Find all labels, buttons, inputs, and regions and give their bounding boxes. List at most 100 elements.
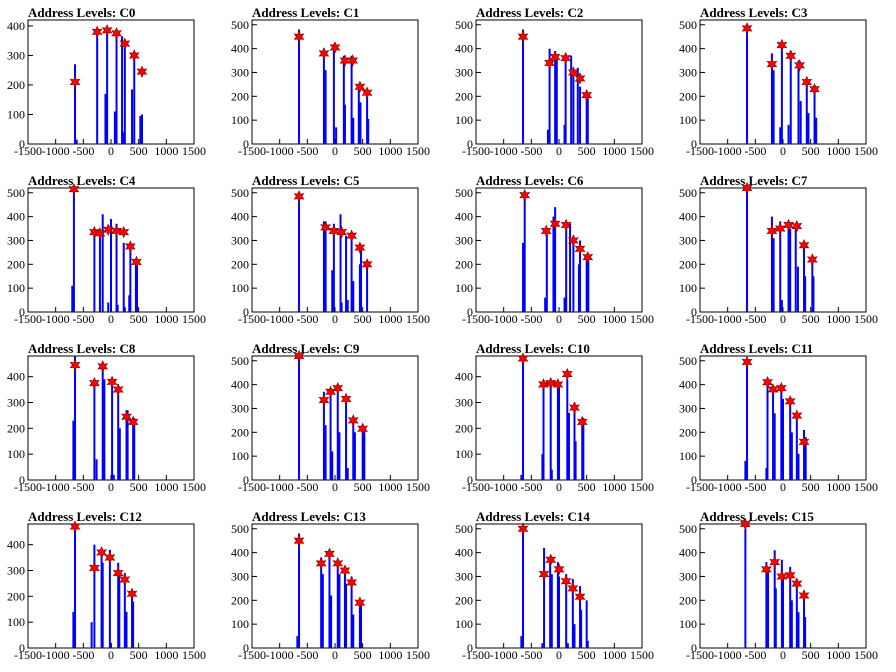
peak-marker — [131, 255, 142, 269]
x-tick-label: 500 — [130, 648, 148, 662]
y-tick-label: 100 — [679, 617, 697, 631]
x-tick-label: -1500 — [686, 480, 714, 494]
y-tick-label: 300 — [455, 65, 473, 79]
x-tick-label: -500 — [520, 648, 542, 662]
chart-title: Address Levels: C15 — [700, 509, 814, 524]
y-tick-label: 100 — [679, 113, 697, 127]
y-tick-label: 500 — [679, 186, 697, 200]
peak-marker — [318, 47, 330, 60]
x-tick-label: -1500 — [686, 144, 714, 158]
peak-marker — [318, 393, 330, 407]
x-tick-label: -1500 — [462, 648, 490, 662]
peak-marker — [97, 360, 109, 373]
chart-title: Address Levels: C9 — [252, 341, 360, 356]
chart-panel-c13: Address Levels: C13 0 100 200 300 400 500 -1500… — [231, 509, 430, 662]
y-tick-label: 200 — [679, 257, 697, 271]
y-tick-label: 200 — [679, 89, 697, 103]
y-tick-label: 200 — [231, 593, 249, 607]
peak-marker — [340, 392, 352, 406]
x-tick-label: -500 — [520, 144, 542, 158]
peak-marker — [775, 381, 787, 395]
y-tick-label: 100 — [455, 447, 473, 461]
peak-marker — [784, 395, 796, 408]
x-tick-label: 1000 — [602, 480, 626, 494]
y-tick-label: 400 — [231, 210, 249, 224]
chart-panel-c15: Address Levels: C15 0 100 200 300 400 500 -1500… — [679, 509, 878, 662]
x-tick-label: -1000 — [42, 648, 70, 662]
x-tick-label: -500 — [744, 480, 766, 494]
x-tick-label: -1000 — [266, 480, 294, 494]
y-tick-label: 100 — [7, 615, 25, 629]
plot-frame — [699, 19, 867, 145]
x-tick-label: 1500 — [854, 144, 878, 158]
peak-marker — [574, 72, 586, 85]
peak-marker — [88, 561, 100, 575]
peak-marker — [68, 182, 80, 196]
chart-panel-c0: Address Levels: C0 0 100 200 300 400 -1500 -100… — [7, 5, 206, 158]
y-tick-label: 300 — [455, 569, 473, 583]
peak-marker — [574, 242, 586, 256]
chart-panel-c2: Address Levels: C20100200300400500-1500-… — [455, 5, 654, 158]
peak-marker — [121, 410, 132, 423]
y-tick-label: 400 — [7, 210, 25, 224]
y-tick-label: 0 — [19, 641, 25, 655]
chart-title: Address Levels: C0 — [28, 5, 135, 20]
y-tick-label: 200 — [679, 593, 697, 607]
peak-marker — [112, 383, 124, 396]
peak-marker — [567, 66, 579, 79]
x-tick-label: -1500 — [238, 144, 266, 158]
x-tick-label: 1000 — [154, 480, 178, 494]
peak-marker — [354, 80, 366, 94]
peak-marker — [517, 30, 529, 43]
x-tick-label: 500 — [130, 144, 148, 158]
peak-marker — [791, 577, 803, 590]
y-tick-label: 500 — [231, 354, 249, 368]
plot-frame — [251, 523, 419, 649]
x-tick-label: 0 — [332, 648, 338, 662]
x-tick-label: 500 — [354, 144, 372, 158]
y-tick-label: 200 — [7, 589, 25, 603]
x-tick-label: 0 — [332, 144, 338, 158]
x-tick-label: -1500 — [686, 312, 714, 326]
chart-panel-c12: Address Levels: C12 0 100 200 300 400 -1500 -10… — [7, 509, 206, 662]
x-tick-label: 0 — [108, 144, 114, 158]
peak-marker — [128, 49, 140, 62]
y-tick-label: 0 — [467, 641, 473, 655]
x-tick-label: -1500 — [14, 312, 42, 326]
peak-marker — [328, 224, 340, 238]
y-tick-label: 300 — [7, 396, 25, 410]
y-tick-label: 400 — [679, 210, 697, 224]
peak-marker — [336, 225, 348, 239]
x-tick-label: 1500 — [854, 480, 878, 494]
x-tick-label: -1500 — [462, 480, 490, 494]
peak-marker — [552, 378, 564, 391]
peak-marker — [69, 358, 81, 372]
peak-marker — [791, 409, 803, 422]
x-tick-label: 1500 — [630, 648, 654, 662]
peak-marker — [112, 566, 124, 580]
y-tick-label: 400 — [455, 546, 473, 560]
peak-marker — [325, 385, 336, 399]
x-tick-label: 1500 — [406, 480, 430, 494]
y-tick-label: 500 — [679, 18, 697, 32]
y-tick-label: 400 — [679, 42, 697, 56]
y-tick-label: 300 — [231, 569, 249, 583]
y-tick-label: 100 — [455, 281, 473, 295]
x-tick-label: 500 — [578, 648, 596, 662]
x-tick-label: 1000 — [378, 312, 402, 326]
peak-marker — [136, 65, 148, 78]
y-tick-label: 100 — [231, 617, 249, 631]
y-tick-label: 300 — [7, 48, 25, 62]
y-tick-label: 200 — [679, 425, 697, 439]
x-tick-label: 0 — [780, 648, 786, 662]
x-tick-label: -1500 — [462, 144, 490, 158]
x-tick-label: -500 — [744, 144, 766, 158]
y-tick-label: 100 — [679, 449, 697, 463]
peak-marker — [320, 221, 332, 234]
y-tick-label: 500 — [679, 354, 697, 368]
chart-title: Address Levels: C7 — [700, 173, 808, 188]
x-tick-label: 0 — [108, 648, 114, 662]
plot-frame — [475, 187, 643, 313]
peak-marker — [357, 422, 369, 435]
